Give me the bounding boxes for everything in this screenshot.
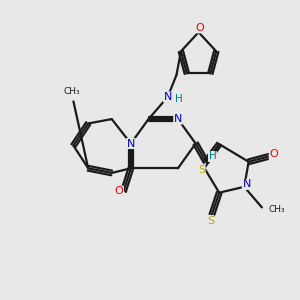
Text: S: S (207, 216, 214, 226)
Text: N: N (242, 179, 251, 190)
Text: O: O (115, 186, 124, 196)
Text: N: N (127, 139, 135, 148)
Text: N: N (174, 114, 182, 124)
Text: S: S (198, 165, 205, 175)
Text: H: H (175, 94, 183, 104)
Text: H: H (208, 152, 216, 161)
Text: O: O (196, 23, 204, 33)
Text: N: N (164, 92, 172, 102)
Text: CH₃: CH₃ (268, 205, 285, 214)
Text: O: O (269, 149, 278, 159)
Text: CH₃: CH₃ (64, 87, 80, 96)
